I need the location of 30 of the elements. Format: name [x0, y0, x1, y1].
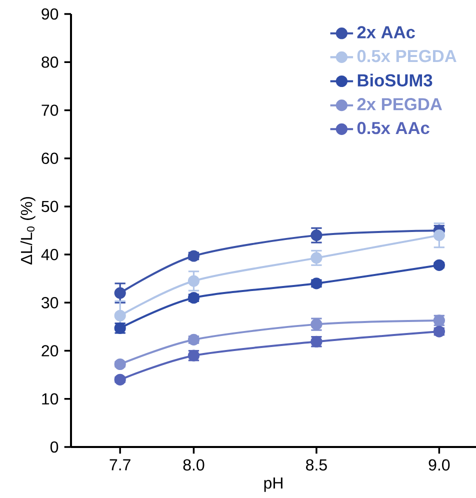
y-tick-label: 80 [42, 56, 58, 68]
y-tick-label: 40 [41, 248, 58, 260]
point [188, 275, 200, 287]
legend-label: 2x PEGDA [357, 98, 442, 110]
x-axis-title: pH [264, 478, 282, 492]
point [433, 230, 445, 242]
point [114, 287, 126, 299]
y-tick-label: 50 [42, 200, 58, 212]
x-tick-label: 7.7 [110, 459, 130, 470]
point [114, 358, 126, 370]
y-tick-label: 60 [42, 152, 58, 164]
y-tick-label: 20 [42, 345, 58, 356]
x-tick-label: 9.0 [428, 459, 450, 471]
point [310, 230, 322, 242]
legend-label: 0.5x PEGDA [357, 50, 456, 62]
point [114, 374, 126, 386]
point [310, 252, 322, 264]
legend-label: BioSUM3 [358, 74, 432, 87]
point [433, 259, 445, 271]
y-tick-label: 10 [42, 393, 58, 405]
x-tick-label: 8.5 [306, 459, 327, 471]
y-tick-label: 0 [50, 441, 58, 453]
point [114, 310, 126, 322]
legend-label: 2x AAc [357, 26, 415, 38]
y-axis-title: ΔL/L$_{0}$ (%) [20, 197, 36, 264]
y-tick-label: 90 [42, 8, 58, 20]
y-tick-label: 30 [42, 297, 58, 308]
legend-label: 0.5x AAc [357, 122, 430, 134]
y-tick-label: 70 [42, 104, 58, 116]
x-tick-label: 8.0 [183, 459, 204, 471]
